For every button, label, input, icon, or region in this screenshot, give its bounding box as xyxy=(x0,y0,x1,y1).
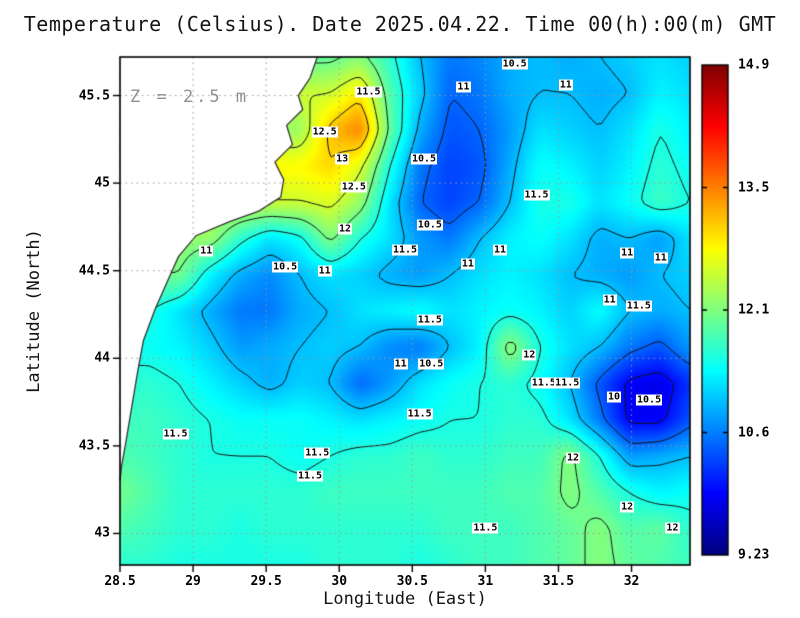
contour-label: 12.5 xyxy=(340,181,367,193)
contour-label: 11 xyxy=(492,244,508,256)
contour-label: 11.5 xyxy=(523,189,550,201)
contour-label: 13 xyxy=(335,153,350,165)
x-tick-label: 31.5 xyxy=(542,574,575,589)
contour-label: 11.5 xyxy=(162,428,189,440)
x-tick-label: 30 xyxy=(331,574,348,589)
contour-label: 11 xyxy=(558,79,573,91)
contour-label: 10.5 xyxy=(636,394,663,406)
colorbar-tick-label: 14.9 xyxy=(738,57,770,73)
y-tick-label: 44.5 xyxy=(78,263,110,279)
contour-label: 11 xyxy=(199,245,214,257)
contour-label: 11.5 xyxy=(472,522,499,534)
y-axis-label: Latitude (North) xyxy=(24,229,44,393)
contour-label: 11 xyxy=(456,81,471,93)
contour-label: 11.5 xyxy=(304,447,331,459)
contour-label: 11.5 xyxy=(416,314,443,326)
contour-label: 12.5 xyxy=(311,126,338,138)
contour-label: 12 xyxy=(665,522,680,534)
x-tick-label: 29.5 xyxy=(250,574,282,589)
contour-label: 10.5 xyxy=(418,358,445,370)
contour-label: 11.5 xyxy=(296,470,324,482)
contour-label: 10.5 xyxy=(501,58,528,70)
x-tick-label: 32 xyxy=(623,574,640,589)
depth-annotation: Z = 2.5 m xyxy=(130,87,250,107)
x-tick-label: 28.5 xyxy=(104,574,136,589)
contour-label: 12 xyxy=(338,223,353,235)
contour-label: 11 xyxy=(460,258,475,270)
colorbar-tick-label: 13.5 xyxy=(738,180,770,195)
contour-label: 11 xyxy=(653,252,668,264)
y-tick-label: 43 xyxy=(94,525,110,541)
contour-label: 11.5 xyxy=(406,408,433,420)
contour-label: 11 xyxy=(602,294,617,306)
y-tick-label: 45 xyxy=(94,175,110,191)
contour-label: 12 xyxy=(620,501,635,513)
contour-label: 11.5 xyxy=(554,377,581,389)
plot-title: Temperature (Celsius). Date 2025.04.22. … xyxy=(23,12,777,36)
colorbar-tick-label: 12.1 xyxy=(738,302,770,318)
colorbar-tick-label: 9.23 xyxy=(738,547,770,563)
contour-label: 10.5 xyxy=(416,219,443,231)
x-tick-label: 31 xyxy=(477,574,494,589)
contour-label: 11.5 xyxy=(625,300,652,312)
colorbar-tick-label: 10.6 xyxy=(738,425,770,440)
contour-label: 10.5 xyxy=(272,261,299,273)
contour-label: 12 xyxy=(522,349,537,361)
contour-label: 11 xyxy=(620,247,635,259)
contour-label: 12 xyxy=(566,452,581,464)
y-tick-label: 43.5 xyxy=(78,438,110,454)
x-tick-label: 30.5 xyxy=(396,574,428,589)
contour-label: 11 xyxy=(393,358,408,370)
x-axis-label: Longitude (East) xyxy=(323,589,487,609)
y-tick-label: 45.5 xyxy=(78,88,110,104)
contour-label: 11 xyxy=(317,265,332,277)
contour-label: 11.5 xyxy=(530,377,557,389)
contour-label: 10 xyxy=(606,391,622,403)
x-tick-label: 29 xyxy=(185,574,201,589)
contour-label: 10.5 xyxy=(410,153,438,165)
contour-label: 11.5 xyxy=(355,86,382,98)
y-tick-label: 44 xyxy=(94,350,110,366)
contour-label: 11.5 xyxy=(391,244,419,256)
